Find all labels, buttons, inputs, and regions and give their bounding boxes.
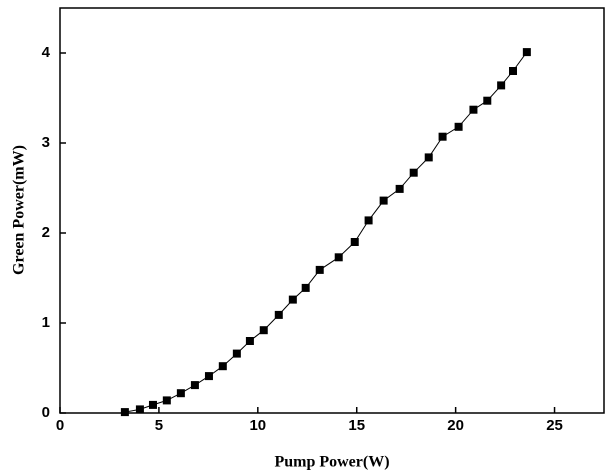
data-point — [409, 168, 418, 177]
data-point — [395, 184, 404, 193]
data-point — [288, 295, 297, 304]
data-point — [176, 389, 185, 398]
data-point — [364, 216, 373, 225]
data-point — [245, 337, 254, 345]
data-point — [162, 396, 171, 405]
data-line — [124, 51, 528, 413]
y-tick-label: 4 — [42, 44, 51, 61]
data-point — [509, 67, 518, 75]
data-point — [334, 253, 343, 262]
y-tick-label: 1 — [42, 314, 50, 331]
data-point — [120, 408, 129, 417]
data-point — [350, 238, 359, 246]
data-point — [190, 381, 199, 390]
data-point — [274, 310, 283, 319]
data-point — [135, 405, 144, 414]
x-tick-label: 20 — [447, 417, 464, 434]
data-point — [424, 153, 433, 162]
y-tick-label: 0 — [42, 404, 50, 421]
data-point — [301, 283, 310, 292]
data-point — [218, 362, 227, 371]
y-tick-label: 3 — [42, 134, 50, 151]
y-axis-title: Green Power(mW) — [11, 145, 28, 275]
data-point — [259, 326, 268, 335]
data-point — [497, 81, 506, 90]
data-point — [379, 196, 388, 205]
data-point — [454, 122, 463, 131]
data-point — [438, 132, 447, 141]
data-point — [148, 400, 157, 409]
data-point — [315, 265, 324, 274]
x-tick-label: 15 — [348, 417, 365, 434]
data-point — [483, 96, 492, 105]
plot-frame — [59, 7, 605, 414]
x-tick-label: 10 — [249, 417, 266, 434]
data-point — [469, 105, 478, 114]
data-point — [204, 372, 213, 381]
x-tick-label: 0 — [56, 417, 64, 434]
y-tick-label: 2 — [42, 224, 50, 241]
data-point — [232, 349, 241, 358]
x-axis-title: Pump Power(W) — [274, 454, 389, 471]
x-tick-label: 5 — [155, 417, 163, 434]
data-point — [522, 48, 531, 57]
x-tick-label: 25 — [546, 417, 563, 434]
